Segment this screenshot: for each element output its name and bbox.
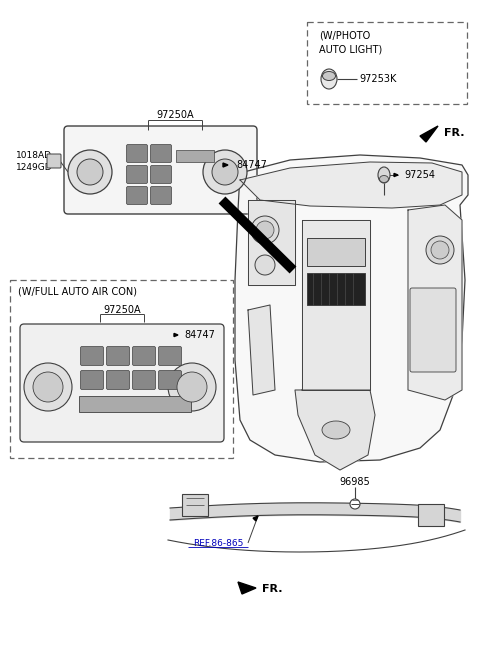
Bar bbox=[10, 280, 233, 458]
FancyBboxPatch shape bbox=[151, 165, 171, 184]
Circle shape bbox=[24, 363, 72, 411]
FancyBboxPatch shape bbox=[158, 346, 181, 365]
Polygon shape bbox=[408, 205, 462, 400]
Ellipse shape bbox=[323, 72, 336, 81]
Polygon shape bbox=[394, 173, 398, 176]
FancyBboxPatch shape bbox=[127, 186, 147, 205]
FancyBboxPatch shape bbox=[127, 165, 147, 184]
Text: 97250A: 97250A bbox=[103, 305, 141, 315]
Text: 97254: 97254 bbox=[404, 170, 435, 180]
FancyBboxPatch shape bbox=[151, 186, 171, 205]
Circle shape bbox=[177, 372, 207, 402]
Bar bbox=[307, 273, 365, 305]
Polygon shape bbox=[253, 516, 258, 521]
Circle shape bbox=[68, 150, 112, 194]
Text: REF.86-865: REF.86-865 bbox=[193, 539, 243, 548]
FancyBboxPatch shape bbox=[127, 144, 147, 163]
Bar bbox=[418, 504, 444, 526]
FancyBboxPatch shape bbox=[107, 371, 130, 390]
Circle shape bbox=[77, 159, 103, 185]
Text: FR.: FR. bbox=[444, 128, 465, 138]
Text: 84747: 84747 bbox=[236, 160, 267, 170]
Circle shape bbox=[203, 150, 247, 194]
Polygon shape bbox=[235, 155, 468, 462]
Text: 1018AD: 1018AD bbox=[16, 150, 52, 159]
Ellipse shape bbox=[322, 421, 350, 439]
Text: (W/FULL AUTO AIR CON): (W/FULL AUTO AIR CON) bbox=[18, 287, 137, 297]
Polygon shape bbox=[238, 582, 256, 594]
Polygon shape bbox=[240, 162, 462, 208]
FancyBboxPatch shape bbox=[81, 346, 104, 365]
FancyBboxPatch shape bbox=[20, 324, 224, 442]
Polygon shape bbox=[223, 163, 228, 167]
Polygon shape bbox=[420, 126, 438, 142]
Polygon shape bbox=[248, 305, 275, 395]
FancyBboxPatch shape bbox=[151, 144, 171, 163]
Ellipse shape bbox=[256, 221, 274, 239]
Polygon shape bbox=[248, 200, 295, 285]
Circle shape bbox=[350, 499, 360, 509]
FancyBboxPatch shape bbox=[107, 346, 130, 365]
Text: (W/PHOTO: (W/PHOTO bbox=[319, 31, 370, 41]
Polygon shape bbox=[295, 390, 375, 470]
Bar bbox=[182, 494, 208, 516]
Text: 97250A: 97250A bbox=[156, 110, 194, 120]
Circle shape bbox=[212, 159, 238, 185]
Ellipse shape bbox=[378, 167, 390, 183]
FancyBboxPatch shape bbox=[158, 371, 181, 390]
Ellipse shape bbox=[251, 216, 279, 244]
Text: 1249GD: 1249GD bbox=[16, 163, 53, 173]
Text: 84747: 84747 bbox=[184, 330, 215, 340]
Ellipse shape bbox=[255, 255, 275, 275]
FancyBboxPatch shape bbox=[132, 346, 156, 365]
Text: AUTO LIGHT): AUTO LIGHT) bbox=[319, 44, 382, 54]
Circle shape bbox=[33, 372, 63, 402]
Text: 96985: 96985 bbox=[340, 477, 371, 487]
Polygon shape bbox=[302, 220, 370, 390]
FancyBboxPatch shape bbox=[64, 126, 257, 214]
Ellipse shape bbox=[380, 176, 388, 182]
Circle shape bbox=[426, 236, 454, 264]
FancyBboxPatch shape bbox=[410, 288, 456, 372]
Polygon shape bbox=[174, 333, 178, 337]
FancyBboxPatch shape bbox=[81, 371, 104, 390]
FancyBboxPatch shape bbox=[132, 371, 156, 390]
Circle shape bbox=[168, 363, 216, 411]
Bar bbox=[79, 396, 191, 412]
FancyBboxPatch shape bbox=[47, 154, 61, 168]
Bar bbox=[307, 22, 467, 104]
Ellipse shape bbox=[321, 69, 337, 89]
Circle shape bbox=[431, 241, 449, 259]
Bar bbox=[307, 238, 365, 266]
Text: FR.: FR. bbox=[262, 584, 283, 594]
Bar bbox=[176, 150, 214, 162]
Text: 97253K: 97253K bbox=[359, 74, 396, 84]
